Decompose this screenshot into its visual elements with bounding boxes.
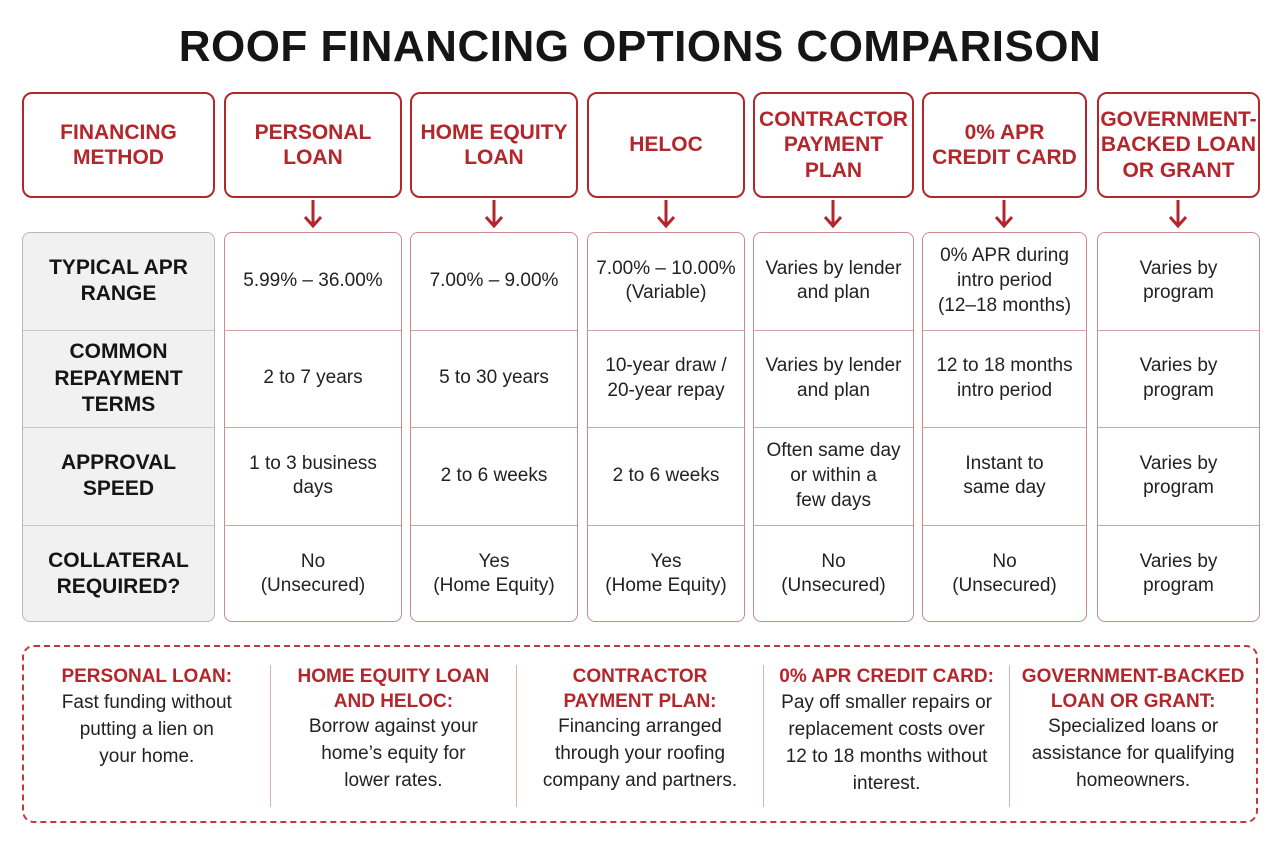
column-credit-card: 0% APR during intro period (12–18 months… bbox=[922, 232, 1087, 622]
cell-terms: 12 to 18 months intro period bbox=[923, 331, 1086, 428]
note-title: CONTRACTOR PAYMENT PLAN: bbox=[563, 666, 717, 712]
cell-speed: 2 to 6 weeks bbox=[588, 428, 744, 526]
row-label-speed: APPROVAL SPEED bbox=[23, 428, 214, 526]
cell-apr: 5.99% – 36.00% bbox=[225, 233, 401, 331]
cell-collateral: Yes (Home Equity) bbox=[433, 550, 555, 597]
cell-apr: Varies by program bbox=[1098, 233, 1259, 331]
down-arrow-icon bbox=[656, 198, 676, 230]
note-credit-card: 0% APR CREDIT CARD: Pay off smaller repa… bbox=[764, 665, 1011, 807]
column-heloc: 7.00% – 10.00% (Variable) 10-year draw /… bbox=[587, 232, 745, 622]
cell-speed: 1 to 3 business days bbox=[225, 428, 401, 526]
note-contractor-plan: CONTRACTOR PAYMENT PLAN: Financing arran… bbox=[517, 665, 764, 807]
column-personal-loan: 5.99% – 36.00% 2 to 7 years 1 to 3 busin… bbox=[224, 232, 402, 622]
header-credit-card: 0% APR CREDIT CARD bbox=[922, 92, 1087, 198]
cell-speed: Often same day or within a few days bbox=[754, 428, 913, 526]
note-body: Specialized loans or assistance for qual… bbox=[1031, 716, 1235, 792]
cell-terms: 5 to 30 years bbox=[411, 331, 577, 428]
note-body: Financing arranged through your roofing … bbox=[542, 716, 738, 792]
note-title: HOME EQUITY LOAN AND HELOC: bbox=[297, 666, 490, 712]
cell-apr: 7.00% – 9.00% bbox=[411, 233, 577, 331]
cell-apr: Varies by lender and plan bbox=[754, 233, 913, 331]
row-labels-column: TYPICAL APR RANGE COMMON REPAYMENT TERMS… bbox=[22, 232, 215, 622]
cell-collateral: No (Unsecured) bbox=[260, 550, 366, 597]
note-title: GOVERNMENT-BACKED LOAN OR GRANT: bbox=[1021, 666, 1245, 712]
down-arrow-icon bbox=[994, 198, 1014, 230]
header-home-equity-loan: HOME EQUITY LOAN bbox=[410, 92, 578, 198]
header-personal-loan: PERSONAL LOAN bbox=[224, 92, 402, 198]
down-arrow-icon bbox=[1168, 198, 1188, 230]
note-body: Fast funding without putting a lien on y… bbox=[61, 691, 232, 767]
header-government-loan: GOVERNMENT- BACKED LOAN OR GRANT bbox=[1097, 92, 1260, 198]
cell-collateral: No (Unsecured) bbox=[952, 550, 1057, 597]
cell-speed: Instant to same day bbox=[923, 428, 1086, 526]
down-arrow-icon bbox=[303, 198, 323, 230]
header-heloc: HELOC bbox=[587, 92, 745, 198]
column-home-equity-loan: 7.00% – 9.00% 5 to 30 years 2 to 6 weeks… bbox=[410, 232, 578, 622]
cell-terms: 2 to 7 years bbox=[225, 331, 401, 428]
page-title: ROOF FINANCING OPTIONS COMPARISON bbox=[178, 22, 1102, 71]
header-financing-method: FINANCING METHOD bbox=[22, 92, 215, 198]
cell-speed: Varies by program bbox=[1098, 428, 1259, 526]
cell-collateral: Yes (Home Equity) bbox=[605, 550, 727, 597]
cell-terms: Varies by lender and plan bbox=[754, 331, 913, 428]
row-label-terms: COMMON REPAYMENT TERMS bbox=[23, 331, 214, 428]
header-contractor-payment-plan: CONTRACTOR PAYMENT PLAN bbox=[753, 92, 914, 198]
note-title: PERSONAL LOAN: bbox=[61, 666, 233, 687]
note-body: Borrow against your home’s equity for lo… bbox=[308, 716, 478, 792]
cell-collateral: No (Unsecured) bbox=[781, 550, 886, 597]
down-arrow-icon bbox=[484, 198, 504, 230]
column-contractor-payment-plan: Varies by lender and plan Varies by lend… bbox=[753, 232, 914, 622]
cell-collateral: Varies by program bbox=[1139, 550, 1218, 597]
cell-terms: Varies by program bbox=[1098, 331, 1259, 428]
note-government: GOVERNMENT-BACKED LOAN OR GRANT: Special… bbox=[1010, 665, 1256, 807]
down-arrow-icon bbox=[823, 198, 843, 230]
row-label-apr: TYPICAL APR RANGE bbox=[23, 233, 214, 331]
cell-terms: 10-year draw / 20-year repay bbox=[588, 331, 744, 428]
column-government-loan: Varies by program Varies by program Vari… bbox=[1097, 232, 1260, 622]
note-personal-loan: PERSONAL LOAN: Fast funding without putt… bbox=[24, 665, 271, 807]
notes-panel: PERSONAL LOAN: Fast funding without putt… bbox=[22, 645, 1258, 823]
note-body: Pay off smaller repairs or replacement c… bbox=[781, 691, 992, 794]
note-title: 0% APR CREDIT CARD: bbox=[779, 666, 994, 687]
cell-apr: 7.00% – 10.00% (Variable) bbox=[588, 233, 744, 331]
cell-apr: 0% APR during intro period (12–18 months… bbox=[923, 233, 1086, 331]
row-label-collateral: COLLATERAL REQUIRED? bbox=[48, 549, 189, 599]
note-home-equity: HOME EQUITY LOAN AND HELOC: Borrow again… bbox=[271, 665, 518, 807]
cell-speed: 2 to 6 weeks bbox=[411, 428, 577, 526]
